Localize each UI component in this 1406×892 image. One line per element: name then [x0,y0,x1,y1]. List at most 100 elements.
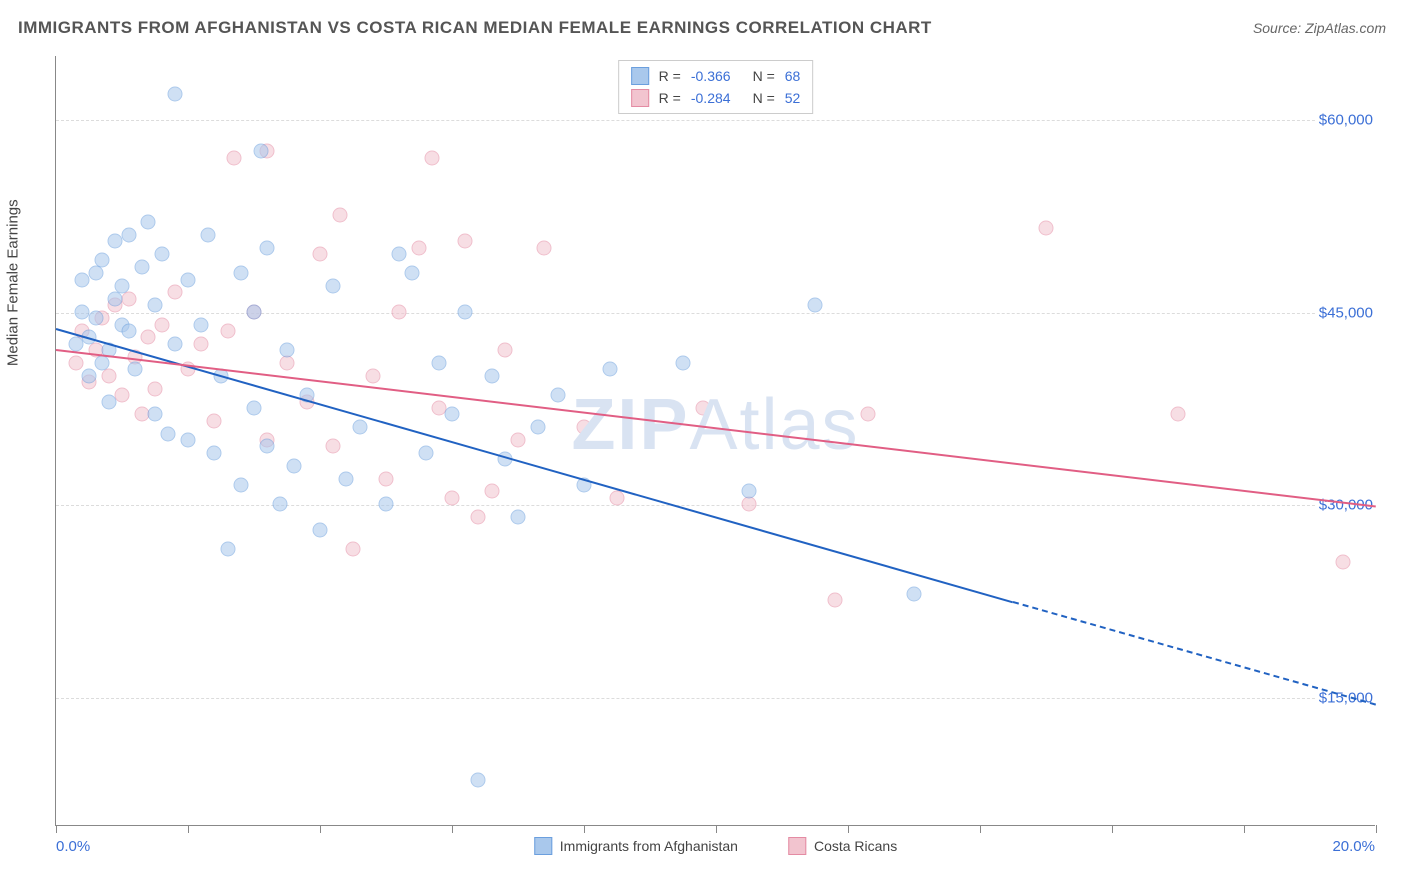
data-point-afghanistan [148,298,163,313]
y-axis-label: Median Female Earnings [5,199,22,366]
data-point-afghanistan [121,323,136,338]
chart-source: Source: ZipAtlas.com [1253,20,1386,36]
data-point-costarican [365,368,380,383]
data-point-costarican [425,150,440,165]
stat-r-value-costarican: -0.284 [691,90,731,106]
stat-r-value-afghanistan: -0.366 [691,68,731,84]
data-point-afghanistan [108,291,123,306]
data-point-afghanistan [445,407,460,422]
stat-n-value-afghanistan: 68 [785,68,801,84]
data-point-afghanistan [676,356,691,371]
data-point-costarican [148,381,163,396]
data-point-costarican [332,208,347,223]
data-point-costarican [194,336,209,351]
legend-stat-row-afghanistan: R = -0.366 N = 68 [631,65,801,87]
gridline [56,505,1375,506]
data-point-costarican [227,150,242,165]
data-point-afghanistan [550,388,565,403]
data-point-costarican [392,304,407,319]
data-point-afghanistan [458,304,473,319]
data-point-costarican [1171,407,1186,422]
legend-stat-row-costarican: R = -0.284 N = 52 [631,87,801,109]
gridline [56,698,1375,699]
data-point-afghanistan [233,266,248,281]
data-point-costarican [101,368,116,383]
data-point-afghanistan [907,587,922,602]
data-point-afghanistan [742,484,757,499]
data-point-afghanistan [808,298,823,313]
data-point-afghanistan [181,272,196,287]
data-point-afghanistan [220,542,235,557]
stat-r-label: R = [659,90,681,106]
x-tick [848,825,849,833]
data-point-costarican [742,497,757,512]
data-point-costarican [827,593,842,608]
y-tick-label: $45,000 [1315,304,1377,321]
data-point-costarican [458,234,473,249]
data-point-afghanistan [405,266,420,281]
data-point-afghanistan [286,458,301,473]
data-point-afghanistan [313,522,328,537]
gridline [56,120,1375,121]
data-point-costarican [695,400,710,415]
swatch-costarican-icon [788,837,806,855]
stat-n-label: N = [753,90,775,106]
swatch-afghanistan-icon [631,67,649,85]
x-tick [320,825,321,833]
x-tick [1376,825,1377,833]
data-point-afghanistan [247,304,262,319]
x-tick [56,825,57,833]
data-point-afghanistan [273,497,288,512]
legend-item-costarican: Costa Ricans [788,837,897,855]
data-point-costarican [280,356,295,371]
data-point-costarican [537,240,552,255]
data-point-costarican [511,433,526,448]
data-point-afghanistan [194,317,209,332]
data-point-costarican [220,323,235,338]
data-point-afghanistan [253,144,268,159]
data-point-costarican [121,291,136,306]
data-point-afghanistan [154,246,169,261]
data-point-costarican [68,356,83,371]
chart-title: IMMIGRANTS FROM AFGHANISTAN VS COSTA RIC… [18,18,932,38]
data-point-costarican [1336,554,1351,569]
data-point-afghanistan [82,368,97,383]
x-tick [1244,825,1245,833]
data-point-afghanistan [326,279,341,294]
data-point-afghanistan [603,362,618,377]
x-tick [1112,825,1113,833]
data-point-afghanistan [141,214,156,229]
trend-line [56,349,1376,508]
data-point-costarican [167,285,182,300]
x-axis-label-left: 0.0% [56,838,90,855]
legend-stats-box: R = -0.366 N = 68 R = -0.284 N = 52 [618,60,814,114]
data-point-afghanistan [207,445,222,460]
watermark: ZIPAtlas [571,384,859,466]
plot-area: ZIPAtlas R = -0.366 N = 68 R = -0.284 N … [55,56,1375,826]
data-point-costarican [577,420,592,435]
legend-label-costarican: Costa Ricans [814,838,897,854]
data-point-afghanistan [352,420,367,435]
data-point-afghanistan [95,356,110,371]
data-point-costarican [141,330,156,345]
data-point-afghanistan [121,227,136,242]
trend-line [1013,601,1377,706]
data-point-afghanistan [530,420,545,435]
data-point-afghanistan [392,246,407,261]
data-point-costarican [207,413,222,428]
data-point-afghanistan [101,394,116,409]
data-point-afghanistan [128,362,143,377]
x-tick [452,825,453,833]
data-point-afghanistan [134,259,149,274]
data-point-costarican [313,246,328,261]
data-point-costarican [326,439,341,454]
data-point-costarican [115,388,130,403]
data-point-afghanistan [431,356,446,371]
data-point-afghanistan [200,227,215,242]
x-tick [584,825,585,833]
swatch-afghanistan-icon [534,837,552,855]
data-point-afghanistan [167,86,182,101]
data-point-afghanistan [148,407,163,422]
data-point-afghanistan [379,497,394,512]
legend-label-afghanistan: Immigrants from Afghanistan [560,838,738,854]
